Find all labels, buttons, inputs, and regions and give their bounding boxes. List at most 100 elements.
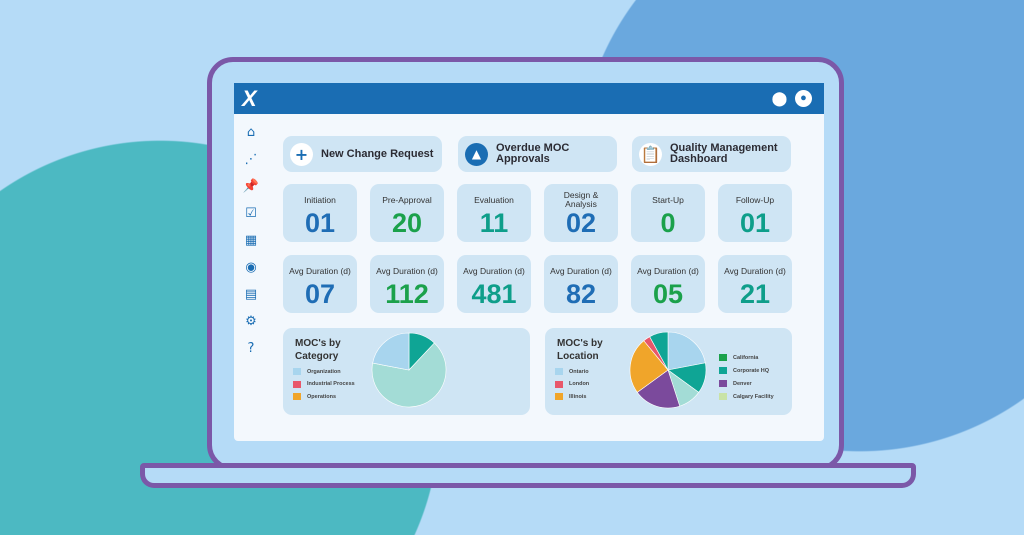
duration-card[interactable]: Avg Duration (d) 07 <box>283 255 357 313</box>
legend-swatch <box>555 393 563 400</box>
legend-label: Denver <box>733 380 752 387</box>
legend-label: California <box>733 354 759 361</box>
duration-card[interactable]: Avg Duration (d) 05 <box>631 255 705 313</box>
card-label: Design & Analysis <box>563 190 599 209</box>
card-label: Avg Duration (d) <box>637 265 699 276</box>
card-value: 05 <box>652 279 684 309</box>
legend-swatch <box>719 354 727 361</box>
duration-card[interactable]: Avg Duration (d) 112 <box>370 255 444 313</box>
legend-swatch <box>719 393 727 400</box>
stage-card[interactable]: Start-Up 0 <box>631 184 705 242</box>
legend-item: Illinois <box>555 393 586 400</box>
legend-label: Illinois <box>569 393 587 400</box>
legend-label: Calgary Facility <box>733 393 774 400</box>
card-label: Follow-Up <box>735 194 775 205</box>
card-label: Avg Duration (d) <box>289 265 351 276</box>
action-button-2[interactable]: 📋 Quality Management Dashboard <box>632 136 791 172</box>
card-value: 82 <box>565 279 597 309</box>
help-icon[interactable]: ? <box>247 341 255 356</box>
pie-slice[interactable] <box>649 331 669 371</box>
dashboard-screen: X ⬤ ● ⌂ ⋰ 📌 ☑ ▦ ◉ ▤ ⚙? + New Change Request ▲ Over… <box>234 83 824 441</box>
stage-card[interactable]: Follow-Up 01 <box>718 184 792 242</box>
stage-card[interactable]: Pre-Approval 20 <box>370 184 444 242</box>
legend-swatch <box>293 380 301 388</box>
duration-card[interactable]: Avg Duration (d) 481 <box>457 255 531 313</box>
pie-slice[interactable] <box>629 340 669 393</box>
legend-label: Industrial Process <box>307 381 355 387</box>
stage-card[interactable]: Evaluation 11 <box>457 184 531 242</box>
legend-item: Organization <box>293 368 341 375</box>
duration-card[interactable]: Avg Duration (d) 21 <box>718 255 792 313</box>
chart-title: MOC's by Location <box>557 338 603 362</box>
card-value: 481 <box>471 279 517 309</box>
share-nodes-icon[interactable]: ⋰ <box>244 152 258 167</box>
pie-chart <box>371 332 447 408</box>
legend-label: Ontario <box>569 368 589 375</box>
legend-swatch <box>719 380 727 387</box>
chart-title: MOC's by Category <box>295 338 341 362</box>
app-header: X ⬤ ● <box>234 83 824 114</box>
action-label: Overdue MOC Approvals <box>496 142 570 165</box>
card-value: 21 <box>739 279 771 309</box>
location-pin-icon[interactable]: ⬤ <box>771 90 788 106</box>
card-value: 112 <box>385 279 429 309</box>
eye-icon[interactable]: ◉ <box>245 260 257 275</box>
card-value: 20 <box>391 208 423 238</box>
legend-item: London <box>555 380 590 388</box>
card-label: Evaluation <box>474 194 514 205</box>
laptop-base <box>140 463 916 488</box>
card-value: 0 <box>660 208 676 238</box>
card-label: Avg Duration (d) <box>463 265 525 276</box>
home-icon[interactable]: ⌂ <box>246 125 256 140</box>
user-account-icon[interactable]: ● <box>795 90 812 107</box>
legend-label: Organization <box>307 368 341 375</box>
legend-swatch <box>555 380 563 388</box>
card-value: 01 <box>304 208 336 238</box>
card-label: Pre-Approval <box>382 194 432 205</box>
pie-slice[interactable] <box>371 342 447 408</box>
card-value: 02 <box>565 208 597 238</box>
pie-chart <box>629 331 707 409</box>
duration-card[interactable]: Avg Duration (d) 82 <box>544 255 618 313</box>
legend-label: London <box>569 381 590 387</box>
action-label: Quality Management Dashboard <box>670 142 778 165</box>
category-chart-panel: MOC's by Category Organization Industrial… <box>283 328 530 415</box>
card-label: Avg Duration (d) <box>724 265 786 276</box>
legend-label: Corporate HQ <box>733 367 770 374</box>
pie-slice[interactable] <box>636 369 681 409</box>
plus-icon: + <box>290 142 313 166</box>
pie-slice[interactable] <box>667 331 706 371</box>
card-label: Avg Duration (d) <box>550 265 612 276</box>
pin-icon[interactable]: 📌 <box>242 179 260 194</box>
legend-item: Industrial Process <box>293 380 355 388</box>
action-button-0[interactable]: + New Change Request <box>283 136 442 172</box>
stage-card[interactable]: Initiation 01 <box>283 184 357 242</box>
card-label: Avg Duration (d) <box>376 265 438 276</box>
clipboard-icon: 📋 <box>639 142 662 166</box>
legend-item: Calgary Facility <box>719 393 774 400</box>
legend-item: Ontario <box>555 368 589 375</box>
checkbox-icon[interactable]: ☑ <box>245 206 257 221</box>
card-label: Initiation <box>304 194 336 205</box>
legend-swatch <box>555 368 563 375</box>
location-chart-panel: MOC's by Location Ontario London Illinois C… <box>545 328 792 415</box>
legend-item: Denver <box>719 380 752 387</box>
legend-swatch <box>293 393 301 400</box>
pie-slice[interactable] <box>372 332 410 371</box>
legend-swatch <box>719 367 727 374</box>
stage-card[interactable]: Design & Analysis 02 <box>544 184 618 242</box>
card-value: 11 <box>479 208 509 238</box>
legend-item: Operations <box>293 393 336 400</box>
legend-item: California <box>719 354 758 361</box>
card-value: 07 <box>304 279 336 309</box>
action-label: New Change Request <box>321 147 434 160</box>
calendar-icon[interactable]: ▤ <box>244 287 258 302</box>
dashboard-grid-icon[interactable]: ▦ <box>244 233 258 248</box>
app-logo[interactable]: X <box>242 86 257 111</box>
legend-item: Corporate HQ <box>719 367 769 374</box>
card-value: 01 <box>739 208 771 238</box>
legend-label: Operations <box>307 393 337 400</box>
settings-gear-icon[interactable]: ⚙ <box>245 314 257 329</box>
warning-icon: ▲ <box>465 142 488 166</box>
action-button-1[interactable]: ▲ Overdue MOC Approvals <box>458 136 617 172</box>
